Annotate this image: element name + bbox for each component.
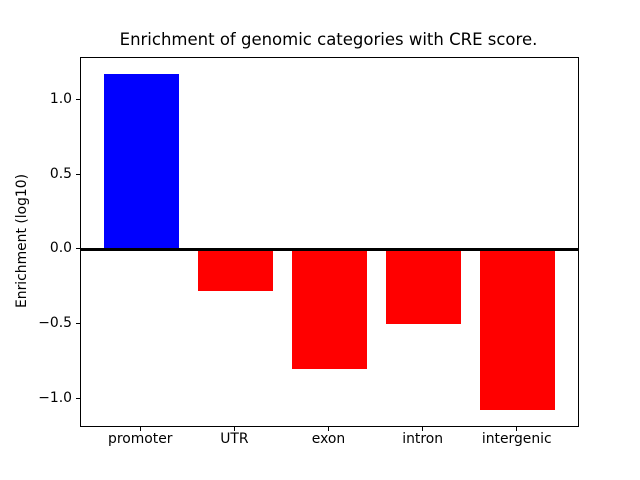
zero-line xyxy=(81,247,578,251)
bar-exon xyxy=(291,249,368,370)
x-tick-mark xyxy=(233,427,235,431)
y-tick-label: 0.0 xyxy=(49,240,72,257)
y-tick-mark xyxy=(76,173,80,175)
chart-title: Enrichment of genomic categories with CR… xyxy=(119,30,538,49)
y-tick-mark xyxy=(76,323,80,325)
x-tick-label: exon xyxy=(311,431,346,447)
x-tick-label: intergenic xyxy=(481,431,552,447)
x-tick-mark xyxy=(422,427,424,431)
y-tick-label: −1.0 xyxy=(38,390,72,407)
y-tick-mark xyxy=(76,398,80,400)
x-tick-label: intron xyxy=(402,431,444,447)
x-tick-mark xyxy=(328,427,329,431)
x-tick-label: promoter xyxy=(108,431,173,447)
y-tick-mark xyxy=(76,248,80,250)
bar-UTR xyxy=(197,249,274,292)
x-tick-mark xyxy=(516,427,518,431)
x-tick-label: UTR xyxy=(220,431,249,447)
bar-promoter xyxy=(103,74,179,250)
y-tick-mark xyxy=(76,98,80,100)
y-tick-label: −0.5 xyxy=(38,315,72,332)
x-tick-mark xyxy=(139,427,141,431)
plot-area xyxy=(80,57,579,427)
y-tick-label: 0.5 xyxy=(49,165,72,182)
bar-intron xyxy=(385,249,462,325)
y-tick-label: 1.0 xyxy=(49,90,72,107)
bar-intergenic xyxy=(480,249,556,410)
